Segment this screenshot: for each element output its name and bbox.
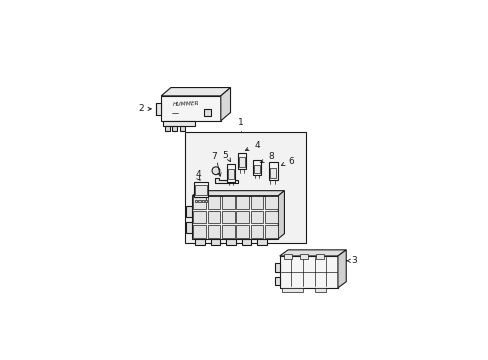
- Text: 3: 3: [351, 256, 357, 265]
- Bar: [180, 126, 184, 131]
- Bar: [282, 288, 302, 292]
- Bar: [222, 211, 234, 224]
- Text: HUMMER: HUMMER: [172, 101, 199, 107]
- Bar: [195, 201, 197, 202]
- Bar: [222, 225, 234, 238]
- Bar: [222, 197, 234, 209]
- Text: 1: 1: [238, 118, 244, 127]
- Bar: [186, 222, 192, 233]
- Bar: [193, 211, 205, 224]
- Polygon shape: [221, 87, 230, 121]
- Bar: [264, 197, 277, 209]
- Polygon shape: [214, 178, 238, 183]
- Bar: [253, 159, 261, 175]
- Bar: [210, 239, 220, 245]
- Bar: [198, 201, 200, 202]
- Bar: [156, 103, 161, 115]
- Bar: [236, 225, 248, 238]
- Bar: [264, 225, 277, 238]
- Bar: [192, 196, 278, 239]
- Text: 5: 5: [222, 151, 227, 160]
- Bar: [161, 96, 221, 121]
- Bar: [226, 164, 234, 182]
- Text: 6: 6: [287, 157, 293, 166]
- Bar: [269, 168, 276, 177]
- Text: 7: 7: [211, 152, 217, 161]
- Bar: [274, 264, 279, 272]
- Bar: [236, 211, 248, 224]
- Bar: [238, 153, 245, 169]
- Bar: [163, 121, 195, 126]
- Polygon shape: [192, 191, 284, 196]
- Bar: [195, 185, 206, 195]
- Bar: [274, 277, 279, 285]
- Bar: [202, 201, 203, 202]
- Polygon shape: [337, 250, 346, 288]
- Bar: [193, 225, 205, 238]
- Bar: [172, 126, 177, 131]
- Bar: [207, 211, 220, 224]
- Bar: [254, 165, 260, 173]
- Polygon shape: [278, 191, 284, 239]
- Bar: [250, 197, 263, 209]
- Bar: [279, 256, 337, 288]
- Bar: [205, 201, 207, 202]
- Bar: [186, 206, 192, 217]
- Bar: [195, 239, 204, 245]
- Bar: [164, 126, 169, 131]
- Bar: [257, 239, 266, 245]
- Text: 8: 8: [268, 152, 274, 161]
- Bar: [185, 132, 305, 243]
- Polygon shape: [279, 250, 346, 256]
- Bar: [239, 157, 244, 167]
- Bar: [236, 197, 248, 209]
- Bar: [264, 211, 277, 224]
- Bar: [226, 239, 235, 245]
- Bar: [207, 197, 220, 209]
- Bar: [314, 288, 325, 292]
- Text: 4: 4: [195, 170, 201, 179]
- Bar: [193, 182, 208, 197]
- Bar: [193, 197, 205, 209]
- Bar: [268, 162, 277, 180]
- Bar: [203, 109, 211, 116]
- Bar: [250, 225, 263, 238]
- Bar: [299, 254, 307, 259]
- Bar: [207, 225, 220, 238]
- Circle shape: [213, 168, 218, 173]
- Bar: [241, 239, 251, 245]
- Bar: [315, 254, 324, 259]
- Polygon shape: [161, 87, 230, 96]
- Text: 4: 4: [254, 141, 260, 150]
- Text: 2: 2: [138, 104, 143, 113]
- Bar: [284, 254, 292, 259]
- Bar: [250, 211, 263, 224]
- Bar: [228, 169, 233, 179]
